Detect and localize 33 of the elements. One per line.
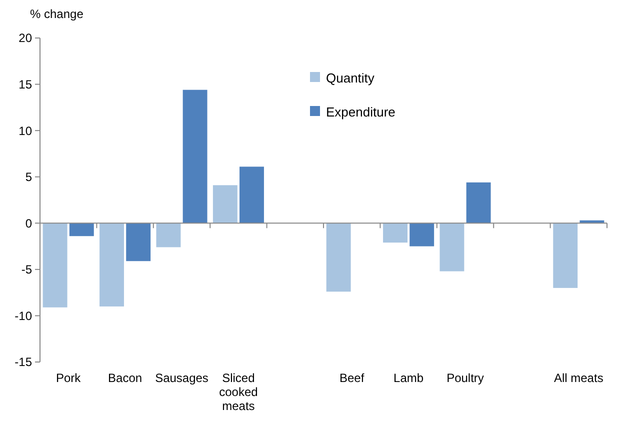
y-tick-label: -15	[14, 355, 32, 370]
y-tick-label: 10	[18, 124, 32, 138]
legend-label: Quantity	[326, 70, 375, 86]
bar	[100, 223, 124, 306]
y-tick-label: -5	[21, 262, 32, 277]
bar	[326, 223, 351, 292]
x-tick-label: All meats	[554, 371, 604, 385]
bar	[182, 90, 208, 224]
bar	[69, 223, 94, 236]
x-tick-label: Sliced cooked meats	[219, 371, 258, 413]
y-tick-label: 5	[25, 170, 32, 184]
bar	[410, 223, 434, 246]
y-tick-label: 0	[25, 216, 32, 230]
bar	[440, 223, 464, 272]
bar	[156, 223, 181, 248]
y-tick-label: 20	[18, 31, 32, 46]
x-tick-label: Pork	[56, 371, 82, 385]
legend-label: Expenditure	[326, 104, 396, 120]
bar	[126, 223, 151, 262]
x-tick-label: Bacon	[108, 371, 142, 385]
x-tick-label: Lamb	[394, 371, 424, 385]
y-tick-label: 15	[18, 77, 32, 92]
bar	[466, 182, 491, 224]
bar	[383, 223, 408, 243]
x-tick-label: Sausages	[155, 371, 208, 385]
bar	[212, 185, 238, 224]
bar	[42, 223, 68, 308]
y-axis-title: % change	[30, 7, 84, 21]
bar	[553, 223, 578, 288]
bar	[240, 166, 264, 224]
x-tick-label: Beef	[340, 371, 365, 385]
y-tick-label: -10	[14, 308, 32, 323]
x-tick-label: Poultry	[446, 371, 484, 385]
